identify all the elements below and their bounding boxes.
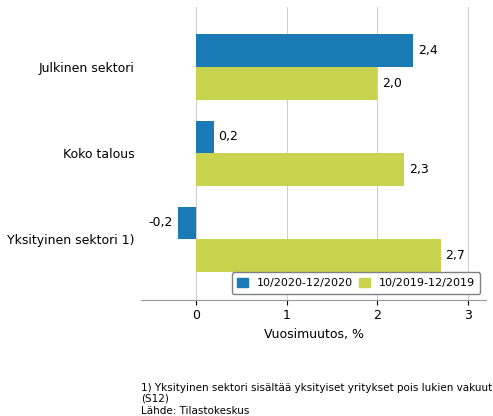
Text: 1) Yksityinen sektori sisältää yksityiset yritykset pois lukien vakuutus- ja rah: 1) Yksityinen sektori sisältää yksityise… (141, 383, 493, 393)
Bar (196, 153, 404, 186)
Bar (196, 239, 441, 272)
Text: -0,2: -0,2 (149, 216, 173, 230)
Text: 2,3: 2,3 (409, 163, 429, 176)
Text: Lähde: Tilastokeskus: Lähde: Tilastokeskus (141, 406, 250, 416)
Text: 0,2: 0,2 (218, 130, 238, 144)
Text: 2,4: 2,4 (418, 45, 438, 57)
Bar (196, 67, 377, 100)
Text: 2,0: 2,0 (382, 77, 402, 90)
Text: 2,7: 2,7 (445, 249, 465, 262)
Text: (S12): (S12) (141, 393, 169, 403)
Legend: 10/2020-12/2020, 10/2019-12/2019: 10/2020-12/2020, 10/2019-12/2019 (232, 272, 481, 294)
Bar (196, 35, 414, 67)
Bar (177, 207, 196, 239)
Bar (196, 121, 214, 153)
X-axis label: Vuosimuutos, %: Vuosimuutos, % (264, 328, 364, 341)
